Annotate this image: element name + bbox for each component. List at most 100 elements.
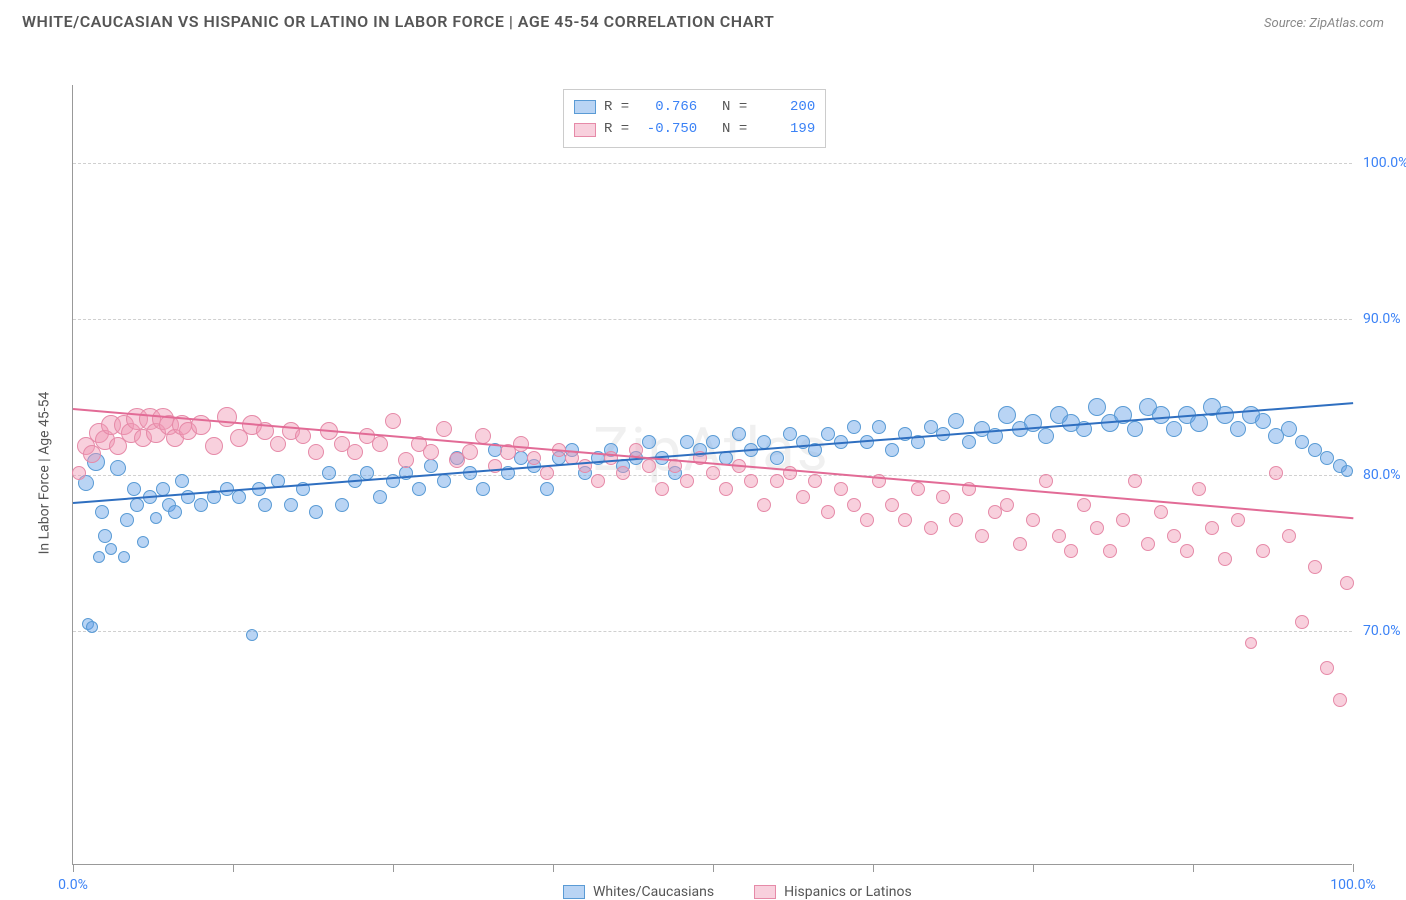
scatter-point bbox=[98, 529, 112, 543]
scatter-point bbox=[130, 498, 144, 512]
x-tick bbox=[873, 864, 874, 872]
stat-n-label: N = bbox=[705, 96, 747, 118]
scatter-point bbox=[616, 466, 630, 480]
scatter-point bbox=[1340, 576, 1354, 590]
scatter-point bbox=[1038, 428, 1054, 444]
legend-swatch bbox=[574, 100, 596, 114]
scatter-point bbox=[1255, 413, 1271, 429]
scatter-point bbox=[1026, 513, 1040, 527]
scatter-point bbox=[205, 437, 223, 455]
scatter-point bbox=[998, 406, 1016, 424]
stat-r-value: 0.766 bbox=[637, 96, 697, 118]
scatter-point bbox=[385, 413, 401, 429]
scatter-point bbox=[118, 551, 130, 563]
scatter-point bbox=[322, 466, 336, 480]
scatter-point bbox=[1154, 505, 1168, 519]
y-tick-label: 100.0% bbox=[1363, 155, 1406, 171]
legend-label: Whites/Caucasians bbox=[593, 884, 714, 900]
scatter-point bbox=[1103, 544, 1117, 558]
x-tick bbox=[553, 864, 554, 872]
scatter-point bbox=[924, 521, 938, 535]
scatter-point bbox=[1205, 521, 1219, 535]
scatter-point bbox=[821, 505, 835, 519]
chart-source: Source: ZipAtlas.com bbox=[1264, 16, 1384, 31]
scatter-point bbox=[1088, 398, 1106, 416]
scatter-point bbox=[1141, 537, 1155, 551]
scatter-point bbox=[1295, 435, 1309, 449]
scatter-point bbox=[885, 443, 899, 457]
scatter-point bbox=[372, 436, 388, 452]
stat-n-label: N = bbox=[705, 118, 747, 140]
scatter-point bbox=[527, 451, 541, 465]
scatter-point bbox=[295, 428, 311, 444]
stat-n-value: 199 bbox=[755, 118, 815, 140]
scatter-point bbox=[1245, 637, 1257, 649]
scatter-point bbox=[1052, 529, 1066, 543]
scatter-point bbox=[821, 427, 835, 441]
scatter-point bbox=[120, 513, 134, 527]
scatter-point bbox=[642, 459, 656, 473]
y-tick-label: 90.0% bbox=[1363, 311, 1401, 327]
scatter-point bbox=[783, 427, 797, 441]
x-tick bbox=[233, 864, 234, 872]
scatter-point bbox=[1230, 421, 1246, 437]
scatter-point bbox=[436, 421, 452, 437]
scatter-point bbox=[847, 420, 861, 434]
scatter-point bbox=[1308, 560, 1322, 574]
scatter-point bbox=[1077, 498, 1091, 512]
scatter-point bbox=[796, 490, 810, 504]
trend-line bbox=[73, 402, 1353, 504]
scatter-point bbox=[150, 512, 162, 524]
scatter-point bbox=[513, 436, 529, 452]
scatter-point bbox=[770, 474, 784, 488]
scatter-point bbox=[1000, 498, 1014, 512]
scatter-point bbox=[1282, 529, 1296, 543]
scatter-point bbox=[1064, 544, 1078, 558]
gridline bbox=[73, 163, 1352, 164]
scatter-point bbox=[1308, 443, 1322, 457]
legend-swatch bbox=[754, 885, 776, 899]
scatter-point bbox=[1090, 521, 1104, 535]
stats-legend-row: R =-0.750 N =199 bbox=[574, 118, 815, 140]
stat-r-label: R = bbox=[604, 96, 629, 118]
scatter-point bbox=[949, 513, 963, 527]
scatter-point bbox=[105, 543, 117, 555]
scatter-point bbox=[1341, 465, 1353, 477]
scatter-point bbox=[462, 444, 478, 460]
scatter-point bbox=[732, 427, 746, 441]
scatter-point bbox=[1013, 537, 1027, 551]
x-tick bbox=[1193, 864, 1194, 872]
legend-swatch bbox=[563, 885, 585, 899]
x-tick bbox=[713, 864, 714, 872]
plot-area: 70.0%80.0%90.0%100.0%0.0%100.0%In Labor … bbox=[72, 85, 1352, 865]
scatter-point bbox=[1295, 615, 1309, 629]
x-tick bbox=[73, 864, 74, 872]
scatter-point bbox=[270, 436, 286, 452]
scatter-point bbox=[424, 459, 438, 473]
scatter-point bbox=[924, 420, 938, 434]
scatter-point bbox=[398, 452, 414, 468]
scatter-point bbox=[373, 490, 387, 504]
x-tick-label: 100.0% bbox=[1330, 877, 1375, 893]
scatter-point bbox=[246, 629, 258, 641]
scatter-point bbox=[885, 498, 899, 512]
y-axis-label: In Labor Force | Age 45-54 bbox=[36, 392, 52, 555]
scatter-point bbox=[1281, 421, 1297, 437]
scatter-point bbox=[423, 444, 439, 460]
scatter-point bbox=[757, 498, 771, 512]
chart-title: WHITE/CAUCASIAN VS HISPANIC OR LATINO IN… bbox=[22, 12, 774, 31]
scatter-point bbox=[137, 536, 149, 548]
scatter-point bbox=[437, 474, 451, 488]
scatter-point bbox=[1180, 544, 1194, 558]
chart-header: WHITE/CAUCASIAN VS HISPANIC OR LATINO IN… bbox=[0, 0, 1406, 39]
bottom-legend: Whites/Caucasians Hispanics or Latinos bbox=[563, 884, 912, 900]
scatter-point bbox=[308, 444, 324, 460]
scatter-point bbox=[232, 490, 246, 504]
legend-item: Hispanics or Latinos bbox=[754, 884, 912, 900]
legend-swatch bbox=[574, 123, 596, 137]
stat-r-label: R = bbox=[604, 118, 629, 140]
scatter-point bbox=[347, 444, 363, 460]
scatter-point bbox=[1218, 552, 1232, 566]
scatter-point bbox=[680, 474, 694, 488]
scatter-point bbox=[127, 482, 141, 496]
